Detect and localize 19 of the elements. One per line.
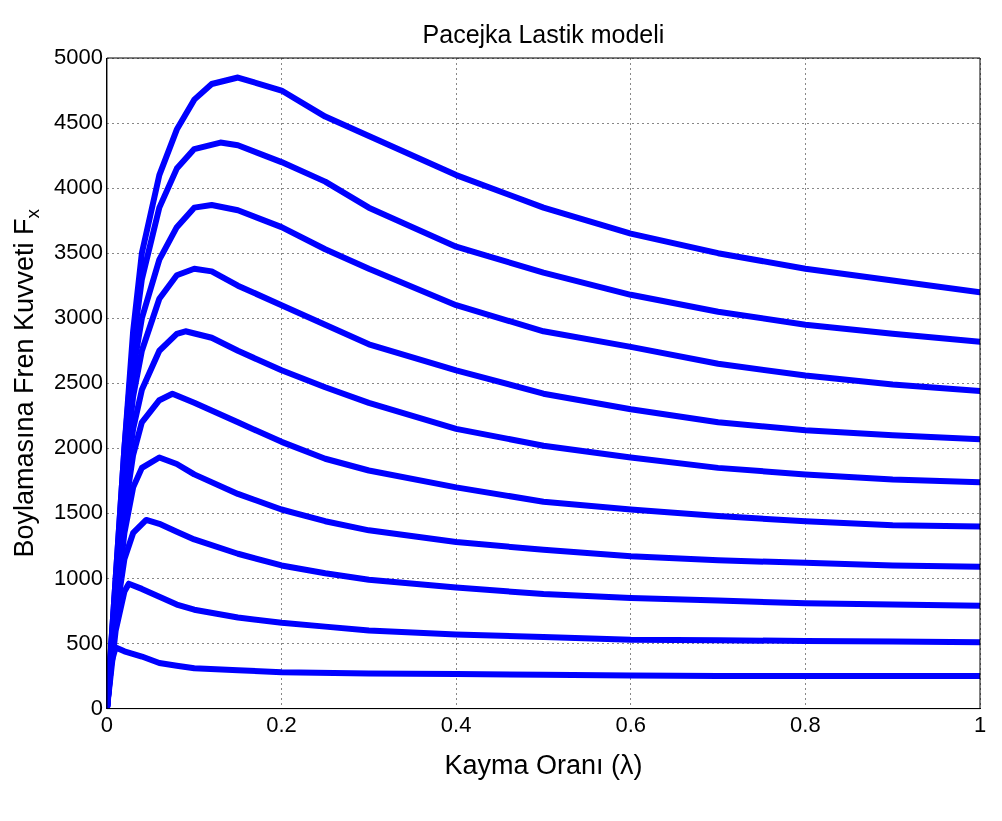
y-tick-label: 4500 [53,109,103,135]
chart-title: Pacejka Lastik modeli [422,19,665,48]
y-tick-label: 500 [66,629,103,655]
y-tick-label: 0 [90,694,103,720]
x-axis-title: Kayma Oranı (λ) [444,750,643,781]
x-tick-label: 0.8 [790,711,821,737]
y-tick-label: 3500 [53,239,103,265]
y-tick-label: 4000 [53,174,103,200]
x-tick-label: 0.4 [440,711,472,737]
y-tick-label: 3000 [53,304,103,330]
x-tick-label: 0.2 [266,711,297,737]
y-tick-label: 5000 [53,44,103,70]
y-tick-label: 2500 [53,369,103,395]
y-tick-label: 1500 [53,499,103,525]
x-tick-label: 0.6 [615,711,647,737]
x-tick-label: 1 [973,711,987,737]
y-axis-title: Boylamasına Fren Kuvveti Fx [9,208,44,558]
y-tick-label: 2000 [53,434,103,460]
y-tick-label: 1000 [53,564,103,590]
